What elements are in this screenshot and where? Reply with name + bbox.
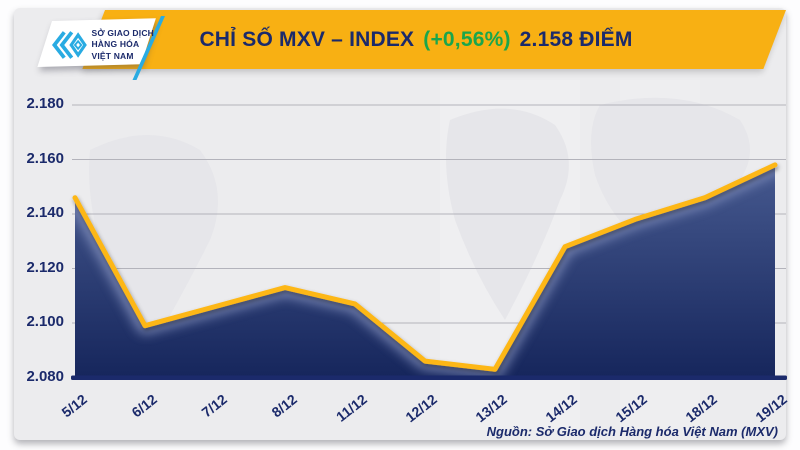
- logo-line-3: VIỆT NAM: [91, 50, 134, 61]
- mxv-logo: SỞ GIAO DỊCH HÀNG HÓA VIỆT NAM: [50, 26, 154, 64]
- y-axis-tick-label: 2.080: [26, 368, 64, 385]
- mxv-index-line: [72, 162, 778, 372]
- title-change-badge: (+0,56%): [423, 27, 511, 51]
- y-axis-tick-label: 2.160: [26, 150, 64, 167]
- logo-text: SỞ GIAO DỊCH HÀNG HÓA VIỆT NAM: [91, 28, 154, 61]
- title-value: 2.158 ĐIỂM: [519, 27, 633, 51]
- y-axis-tick-label: 2.120: [26, 259, 64, 276]
- x-axis-baseline: [71, 375, 787, 380]
- title-main: CHỈ SỐ MXV – INDEX: [199, 27, 415, 51]
- source-credit: Nguồn: Sở Giao dịch Hàng hóa Việt Nam (M…: [486, 424, 778, 439]
- y-axis-tick-label: 2.100: [26, 313, 64, 330]
- logo-line-1: SỞ GIAO DỊCH: [91, 28, 154, 39]
- index-area-series: [75, 164, 775, 378]
- page-title: CHỈ SỐ MXV – INDEX (+0,56%) 2.158 ĐIỂM: [110, 10, 780, 69]
- mxv-chevron-logo-icon: [51, 31, 87, 59]
- y-axis-tick-label: 2.140: [26, 204, 64, 221]
- y-axis-tick-label: 2.180: [26, 95, 64, 112]
- logo-line-2: HÀNG HÓA: [91, 39, 140, 50]
